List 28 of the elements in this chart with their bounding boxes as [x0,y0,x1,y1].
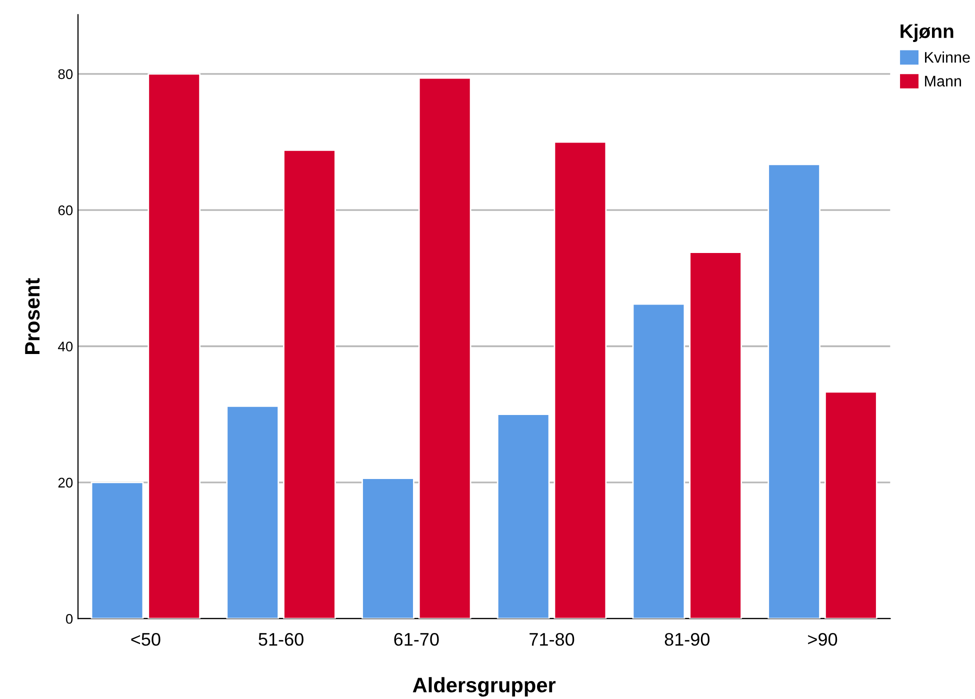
bar [226,405,280,619]
legend-label: Kvinne [925,52,970,63]
bar [824,391,878,619]
x-tick-label: 61-70 [394,632,439,646]
y-axis-title: Prosent [25,278,40,354]
y-tick-label: 80 [58,69,73,80]
y-tick-label: 60 [58,205,73,216]
bar [768,164,820,619]
bar [90,482,144,619]
y-tick-label: 20 [58,478,73,488]
bar [496,414,550,619]
bar [689,252,742,619]
bar [632,303,686,619]
x-axis-title: Aldersgrupper [412,677,556,697]
y-tick-label: 0 [66,614,73,624]
bar [418,77,472,619]
bar [362,478,414,619]
y-tick-label: 40 [58,342,73,352]
x-tick-label: 81-90 [664,632,710,646]
bar [148,73,201,619]
legend-title: Kjønn [900,24,954,42]
x-tick-label: 51-60 [258,632,304,646]
x-tick-label: <50 [131,632,160,646]
bar [283,149,336,619]
x-tick-label: >90 [808,632,838,646]
legend-label: Mann [925,76,962,87]
bar [554,141,607,619]
x-tick-label: 71-80 [530,632,574,646]
